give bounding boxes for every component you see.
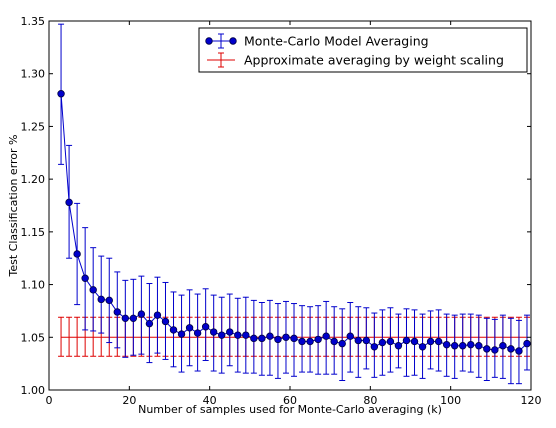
mc-point <box>65 198 73 207</box>
legend-mc-point <box>229 37 237 45</box>
mc-point <box>515 347 523 355</box>
mc-point <box>226 328 234 336</box>
mc-point <box>209 328 218 336</box>
mc-point <box>266 332 274 340</box>
legend-box <box>198 27 528 73</box>
mc-point <box>338 339 346 348</box>
mc-point <box>89 286 97 294</box>
mc-point <box>105 296 113 305</box>
legend: Monte-Carlo Model Averaging Approximate … <box>198 27 528 73</box>
mc-point <box>378 338 387 347</box>
plot-frame <box>48 20 532 391</box>
mc-point <box>161 317 170 326</box>
monte-carlo-series <box>57 23 531 385</box>
x-tick-label: 0 <box>46 394 53 407</box>
y-tick-label: 1.20 <box>21 173 46 186</box>
mc-point <box>507 345 515 353</box>
mc-point <box>242 331 250 339</box>
x-tick-label: 20 <box>122 394 136 407</box>
mc-point <box>362 336 371 345</box>
mc-point <box>73 250 81 258</box>
legend-mc-label: Monte-Carlo Model Averaging <box>244 34 429 49</box>
y-axis: 1.00 1.05 1.10 1.15 1.20 1.25 1.30 1.35 <box>21 15 531 397</box>
mc-point <box>193 329 202 337</box>
mc-point <box>410 337 419 346</box>
mc-point <box>426 337 435 346</box>
x-tick-label: 40 <box>203 394 217 407</box>
y-tick-label: 1.25 <box>21 120 46 133</box>
mc-point <box>370 343 379 351</box>
x-axis-label: Number of samples used for Monte-Carlo a… <box>138 403 442 416</box>
y-tick-label: 1.30 <box>21 68 46 81</box>
x-axis: 0 20 40 60 80 100 120 <box>46 21 542 407</box>
y-tick-label: 1.10 <box>21 279 46 292</box>
legend-ws-marker <box>207 52 235 68</box>
mc-point <box>153 311 162 319</box>
mc-point <box>177 330 186 338</box>
mc-point <box>523 339 531 348</box>
mc-point <box>322 332 330 340</box>
mc-point <box>201 323 210 331</box>
mc-point <box>467 340 475 349</box>
mc-point <box>499 342 507 350</box>
mc-point <box>145 319 154 328</box>
mc-point <box>137 310 146 318</box>
mc-point <box>434 337 443 346</box>
mc-point <box>169 326 178 334</box>
mc-point <box>250 334 258 343</box>
mc-point <box>298 337 306 346</box>
mc-point <box>475 342 483 350</box>
mc-point <box>57 90 65 98</box>
mc-point <box>386 337 395 346</box>
mc-point <box>218 331 226 339</box>
mc-point <box>274 335 282 344</box>
mc-point <box>483 345 491 353</box>
mc-point <box>81 274 89 282</box>
y-tick-label: 1.00 <box>21 384 46 397</box>
legend-ws-label: Approximate averaging by weight scaling <box>244 53 504 68</box>
x-tick-label: 60 <box>283 394 297 407</box>
mc-point <box>346 332 354 340</box>
mc-point <box>290 334 298 343</box>
x-tick-label: 100 <box>440 394 461 407</box>
mc-point <box>459 342 467 350</box>
mc-point <box>418 343 427 351</box>
mc-point <box>402 336 411 345</box>
mc-point <box>330 337 338 346</box>
x-tick-label: 80 <box>363 394 377 407</box>
mc-point <box>394 342 403 350</box>
mc-point <box>450 342 459 350</box>
mc-point <box>314 335 322 344</box>
x-tick-label: 120 <box>521 394 542 407</box>
mc-point <box>129 314 138 323</box>
mc-point <box>354 336 362 345</box>
mc-point <box>97 295 105 304</box>
plot-area <box>48 20 532 391</box>
mc-point <box>113 308 121 316</box>
mc-point <box>306 337 314 346</box>
y-tick-label: 1.15 <box>21 226 46 239</box>
y-axis-label: Test Classification error % <box>7 134 20 277</box>
mc-point <box>185 324 194 332</box>
mc-point <box>234 331 242 339</box>
mc-point <box>121 314 130 323</box>
y-tick-label: 1.05 <box>21 331 46 344</box>
y-tick-label: 1.35 <box>21 15 46 28</box>
mc-point <box>491 346 499 354</box>
legend-mc-point <box>205 37 213 45</box>
legend-mc-marker <box>205 33 237 49</box>
mc-point <box>442 340 451 349</box>
mc-point <box>258 334 266 343</box>
mc-point <box>282 333 290 341</box>
